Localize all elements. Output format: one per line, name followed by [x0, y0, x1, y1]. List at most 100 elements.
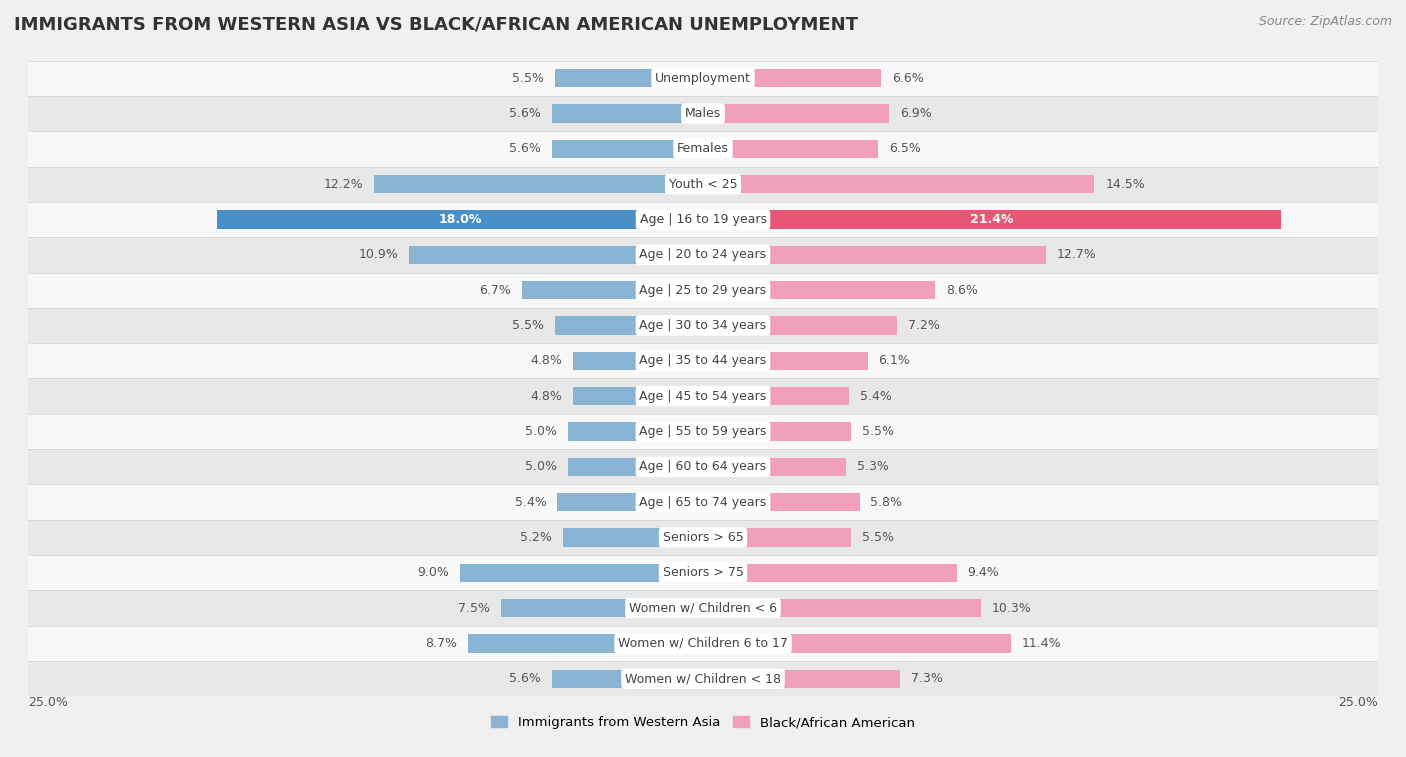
- Bar: [28, 167, 1378, 202]
- Text: 6.5%: 6.5%: [889, 142, 921, 155]
- Bar: [28, 484, 1378, 520]
- Bar: [703, 599, 981, 617]
- Bar: [703, 670, 900, 688]
- Bar: [409, 246, 703, 264]
- Bar: [703, 104, 889, 123]
- Bar: [703, 281, 935, 299]
- Text: 9.4%: 9.4%: [967, 566, 1000, 579]
- Bar: [703, 493, 859, 511]
- Text: Age | 55 to 59 years: Age | 55 to 59 years: [640, 425, 766, 438]
- Text: 5.6%: 5.6%: [509, 672, 541, 685]
- Text: Females: Females: [678, 142, 728, 155]
- Bar: [28, 590, 1378, 626]
- Text: Age | 16 to 19 years: Age | 16 to 19 years: [640, 213, 766, 226]
- Bar: [562, 528, 703, 547]
- Text: Women w/ Children < 18: Women w/ Children < 18: [626, 672, 780, 685]
- Text: 25.0%: 25.0%: [28, 696, 67, 709]
- Text: 6.7%: 6.7%: [479, 284, 512, 297]
- Bar: [28, 520, 1378, 555]
- Bar: [703, 387, 849, 405]
- Text: 5.6%: 5.6%: [509, 107, 541, 120]
- Bar: [28, 131, 1378, 167]
- Bar: [217, 210, 703, 229]
- Text: 8.7%: 8.7%: [426, 637, 457, 650]
- Text: 8.6%: 8.6%: [946, 284, 977, 297]
- Text: Source: ZipAtlas.com: Source: ZipAtlas.com: [1258, 15, 1392, 28]
- Bar: [28, 626, 1378, 661]
- Bar: [522, 281, 703, 299]
- Bar: [551, 670, 703, 688]
- Bar: [28, 61, 1378, 96]
- Text: Women w/ Children < 6: Women w/ Children < 6: [628, 602, 778, 615]
- Text: 12.2%: 12.2%: [323, 178, 363, 191]
- Bar: [703, 246, 1046, 264]
- Text: Unemployment: Unemployment: [655, 72, 751, 85]
- Bar: [703, 69, 882, 87]
- Text: 14.5%: 14.5%: [1105, 178, 1144, 191]
- Text: 5.6%: 5.6%: [509, 142, 541, 155]
- Text: 5.0%: 5.0%: [526, 460, 557, 473]
- Text: Youth < 25: Youth < 25: [669, 178, 737, 191]
- Text: Seniors > 65: Seniors > 65: [662, 531, 744, 544]
- Bar: [28, 378, 1378, 414]
- Text: Women w/ Children 6 to 17: Women w/ Children 6 to 17: [619, 637, 787, 650]
- Text: 5.8%: 5.8%: [870, 496, 903, 509]
- Text: Age | 60 to 64 years: Age | 60 to 64 years: [640, 460, 766, 473]
- Bar: [703, 528, 852, 547]
- Text: 10.3%: 10.3%: [991, 602, 1032, 615]
- Bar: [28, 414, 1378, 449]
- Bar: [557, 493, 703, 511]
- Text: Age | 20 to 24 years: Age | 20 to 24 years: [640, 248, 766, 261]
- Text: 6.6%: 6.6%: [891, 72, 924, 85]
- Text: 18.0%: 18.0%: [439, 213, 482, 226]
- Text: 5.5%: 5.5%: [512, 72, 544, 85]
- Bar: [551, 104, 703, 123]
- Bar: [703, 634, 1011, 653]
- Text: 5.2%: 5.2%: [520, 531, 551, 544]
- Text: Age | 25 to 29 years: Age | 25 to 29 years: [640, 284, 766, 297]
- Bar: [374, 175, 703, 193]
- Text: Seniors > 75: Seniors > 75: [662, 566, 744, 579]
- Text: Males: Males: [685, 107, 721, 120]
- Bar: [568, 458, 703, 476]
- Bar: [28, 237, 1378, 273]
- Bar: [703, 458, 846, 476]
- Text: 4.8%: 4.8%: [530, 354, 562, 367]
- Bar: [703, 316, 897, 335]
- Bar: [28, 661, 1378, 696]
- Bar: [703, 175, 1094, 193]
- Bar: [554, 316, 703, 335]
- Text: 6.9%: 6.9%: [900, 107, 932, 120]
- Text: 12.7%: 12.7%: [1057, 248, 1097, 261]
- Bar: [28, 202, 1378, 237]
- Bar: [468, 634, 703, 653]
- Bar: [28, 343, 1378, 378]
- Text: 5.4%: 5.4%: [859, 390, 891, 403]
- Text: IMMIGRANTS FROM WESTERN ASIA VS BLACK/AFRICAN AMERICAN UNEMPLOYMENT: IMMIGRANTS FROM WESTERN ASIA VS BLACK/AF…: [14, 15, 858, 33]
- Bar: [460, 564, 703, 582]
- Bar: [28, 555, 1378, 590]
- Text: 6.1%: 6.1%: [879, 354, 910, 367]
- Text: 10.9%: 10.9%: [359, 248, 398, 261]
- Bar: [574, 387, 703, 405]
- Text: Age | 65 to 74 years: Age | 65 to 74 years: [640, 496, 766, 509]
- Text: 7.2%: 7.2%: [908, 319, 941, 332]
- Text: 7.3%: 7.3%: [911, 672, 943, 685]
- Text: Age | 35 to 44 years: Age | 35 to 44 years: [640, 354, 766, 367]
- Text: Age | 30 to 34 years: Age | 30 to 34 years: [640, 319, 766, 332]
- Text: 5.4%: 5.4%: [515, 496, 547, 509]
- Text: 7.5%: 7.5%: [458, 602, 489, 615]
- Text: 5.5%: 5.5%: [512, 319, 544, 332]
- Bar: [551, 140, 703, 158]
- Text: 5.5%: 5.5%: [862, 531, 894, 544]
- Text: Age | 45 to 54 years: Age | 45 to 54 years: [640, 390, 766, 403]
- Text: 21.4%: 21.4%: [970, 213, 1014, 226]
- Text: 11.4%: 11.4%: [1022, 637, 1062, 650]
- Bar: [703, 564, 956, 582]
- Bar: [703, 352, 868, 370]
- Bar: [574, 352, 703, 370]
- Bar: [568, 422, 703, 441]
- Text: 5.0%: 5.0%: [526, 425, 557, 438]
- Text: 4.8%: 4.8%: [530, 390, 562, 403]
- Bar: [554, 69, 703, 87]
